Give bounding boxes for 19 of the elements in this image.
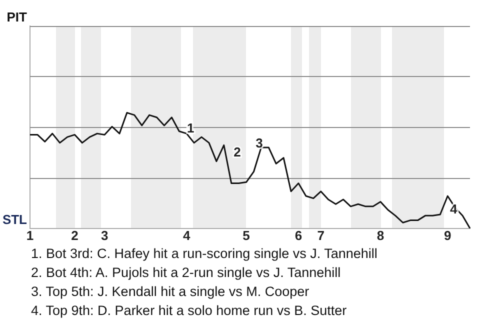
x-tick-label: 1 [26,228,34,243]
text: 1. Bot 3rd: C. Hafey hit a run-scoring single vs J. Tannehill [31,245,378,263]
text: 4. Top 9th: D. Parker hit a solo home run vs B. Sutter [31,302,348,320]
x-tick-label: 3 [100,228,108,243]
annotation: 4 [450,201,458,216]
x-tick-label: 7 [317,228,324,243]
x-tick-label: 4 [182,228,191,243]
text: 3. Top 5th: J. Kendall hit a single vs M. Cooper [31,283,310,301]
annotation: 1 [186,120,194,136]
x-tick-label: 6 [294,228,302,243]
text: STL [2,212,28,227]
x-tick-label: 8 [376,228,384,243]
x-tick-label: 5 [242,228,250,243]
text: PIT [6,10,28,25]
x-tick-label: 9 [444,228,452,243]
x-tick-label: 2 [71,228,78,243]
annotation: 3 [256,136,263,151]
annotation: 2 [234,144,241,160]
text: 2. Bot 4th: A. Pujols hit a 2-run single vs J. Tannehill [31,264,342,282]
